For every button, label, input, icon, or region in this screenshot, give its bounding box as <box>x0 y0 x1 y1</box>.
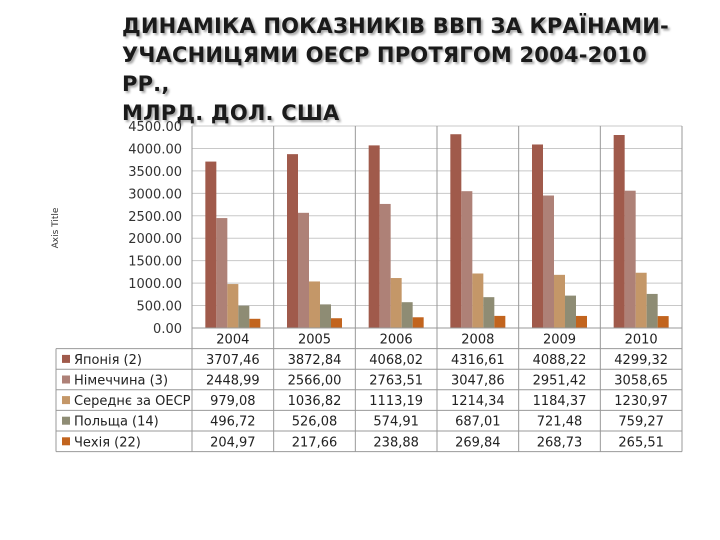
data-label: 759,27 <box>618 415 664 430</box>
y-tick-label: 0.00 <box>153 322 182 337</box>
bar <box>298 212 309 328</box>
data-label: 3047,86 <box>451 374 505 389</box>
bar <box>646 293 658 328</box>
bar <box>287 154 298 328</box>
x-tick-label: 2005 <box>298 332 331 347</box>
legend-swatch <box>62 437 70 446</box>
bar <box>565 295 576 328</box>
bar <box>216 218 228 328</box>
bar <box>368 145 380 328</box>
data-label: 526,08 <box>292 415 338 430</box>
x-tick-label: 2004 <box>216 332 249 347</box>
bar <box>543 195 554 328</box>
x-tick-label: 2006 <box>380 332 413 347</box>
bar <box>309 281 320 328</box>
y-axis-title: Axis Title <box>51 207 61 248</box>
data-label: 1230,97 <box>614 394 668 409</box>
bar <box>613 135 625 328</box>
x-tick-label: 2009 <box>543 332 576 347</box>
y-tick-label: 4500.00 <box>128 120 182 135</box>
bar <box>450 134 462 328</box>
data-label: 1184,37 <box>533 394 587 409</box>
legend-label: Чехія (22) <box>74 435 141 450</box>
y-tick-label: 2000.00 <box>128 232 182 247</box>
bar <box>390 278 402 328</box>
bar <box>472 273 484 328</box>
legend-swatch <box>62 375 70 384</box>
bar <box>624 190 636 328</box>
title-line: ДИНАМІКА ПОКАЗНИКІВ ВВП ЗА КРАЇНАМИ- <box>122 14 669 38</box>
y-tick-label: 1500.00 <box>128 255 182 270</box>
data-label: 217,66 <box>292 435 338 450</box>
y-tick-label: 3000.00 <box>128 187 182 202</box>
data-label: 3707,46 <box>206 353 260 368</box>
data-label: 2951,42 <box>533 374 587 389</box>
legend-swatch <box>62 416 70 425</box>
y-tick-label: 1000.00 <box>128 277 182 292</box>
bar <box>461 191 473 328</box>
bar <box>554 274 565 328</box>
x-tick-label: 2008 <box>461 332 494 347</box>
legend-swatch <box>62 396 70 405</box>
legend-label: Німеччина (3) <box>74 374 168 389</box>
legend-label: Польща (14) <box>74 415 159 430</box>
bar <box>657 316 669 328</box>
bar <box>331 318 342 328</box>
data-label: 2566,00 <box>288 374 342 389</box>
data-label: 4068,02 <box>369 353 423 368</box>
data-label: 3872,84 <box>288 353 342 368</box>
data-label: 574,91 <box>373 415 419 430</box>
data-label: 3058,65 <box>614 374 668 389</box>
legend-label: Японія (2) <box>74 353 142 368</box>
y-tick-label: 500.00 <box>137 300 183 315</box>
data-label: 265,51 <box>618 435 664 450</box>
data-label: 2763,51 <box>369 374 423 389</box>
bar <box>483 297 495 328</box>
data-label: 1036,82 <box>288 394 342 409</box>
bar <box>238 305 250 328</box>
data-label: 2448,99 <box>206 374 260 389</box>
bar <box>249 318 261 328</box>
x-tick-label: 2010 <box>625 332 658 347</box>
bar <box>635 272 647 328</box>
data-label: 238,88 <box>373 435 419 450</box>
data-label: 1113,19 <box>369 394 423 409</box>
legend-swatch <box>62 354 70 363</box>
y-tick-label: 4000.00 <box>128 142 182 157</box>
data-label: 268,73 <box>537 435 583 450</box>
data-label: 1214,34 <box>451 394 505 409</box>
data-label: 979,08 <box>210 394 256 409</box>
data-label: 4299,32 <box>614 353 668 368</box>
bar <box>205 161 217 328</box>
data-label: 496,72 <box>210 415 256 430</box>
data-label: 4316,61 <box>451 353 505 368</box>
data-label: 269,84 <box>455 435 501 450</box>
bar <box>494 315 506 328</box>
bar <box>412 317 424 328</box>
bar <box>576 315 587 328</box>
bar <box>320 304 331 328</box>
bar <box>227 284 239 328</box>
data-label: 687,01 <box>455 415 501 430</box>
data-label: 721,48 <box>537 415 583 430</box>
bar <box>379 203 391 328</box>
title-line: УЧАСНИЦЯМИ ОЕСР ПРОТЯГОМ 2004-2010 РР., <box>122 43 647 96</box>
y-tick-label: 3500.00 <box>128 165 182 180</box>
bar <box>532 144 543 328</box>
title-line: МЛРД. ДОЛ. США <box>122 101 340 125</box>
chart-title: ДИНАМІКА ПОКАЗНИКІВ ВВП ЗА КРАЇНАМИ- УЧА… <box>122 12 692 128</box>
bar <box>401 302 413 328</box>
legend-label: Середнє за ОЕСР <box>74 394 191 409</box>
data-label: 4088,22 <box>533 353 587 368</box>
data-label: 204,97 <box>210 435 256 450</box>
y-tick-label: 2500.00 <box>128 210 182 225</box>
